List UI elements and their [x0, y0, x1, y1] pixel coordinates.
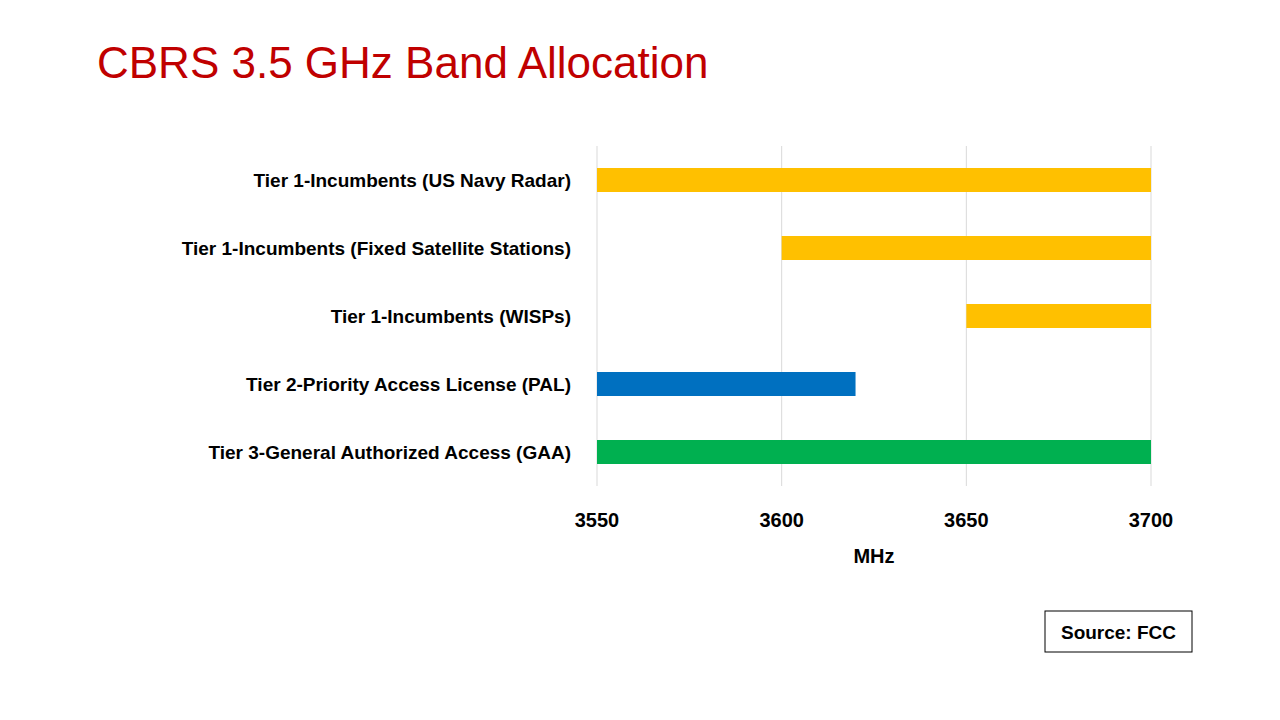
bar: [597, 168, 1151, 192]
chart-svg: CBRS 3.5 GHz Band Allocation 3550 3600 3650…: [0, 0, 1280, 720]
grid-line: [597, 146, 598, 486]
tick-label: 3600: [759, 509, 804, 531]
category-label: Tier 3-General Authorized Access (GAA): [208, 442, 571, 463]
category-label: Tier 1-Incumbents (US Navy Radar): [254, 170, 571, 191]
axis-label: MHz: [853, 545, 894, 567]
chart-title: CBRS 3.5 GHz Band Allocation: [97, 38, 708, 87]
bars: [597, 168, 1151, 464]
bar: [597, 440, 1151, 464]
category-label: Tier 1-Incumbents (WISPs): [331, 306, 571, 327]
category-label: Tier 1-Incumbents (Fixed Satellite Stati…: [182, 238, 571, 259]
tick-label: 3650: [944, 509, 989, 531]
bar: [597, 372, 856, 396]
tick-label: 3700: [1129, 509, 1174, 531]
source-note: Source: FCC: [1061, 622, 1176, 643]
tick-label: 3550: [575, 509, 620, 531]
chart-container: CBRS 3.5 GHz Band Allocation 3550 3600 3650…: [0, 0, 1280, 720]
source-box: [1045, 611, 1192, 652]
grid-line: [781, 146, 782, 486]
bar: [782, 236, 1151, 260]
bar: [966, 304, 1151, 328]
category-label: Tier 2-Priority Access License (PAL): [246, 374, 571, 395]
